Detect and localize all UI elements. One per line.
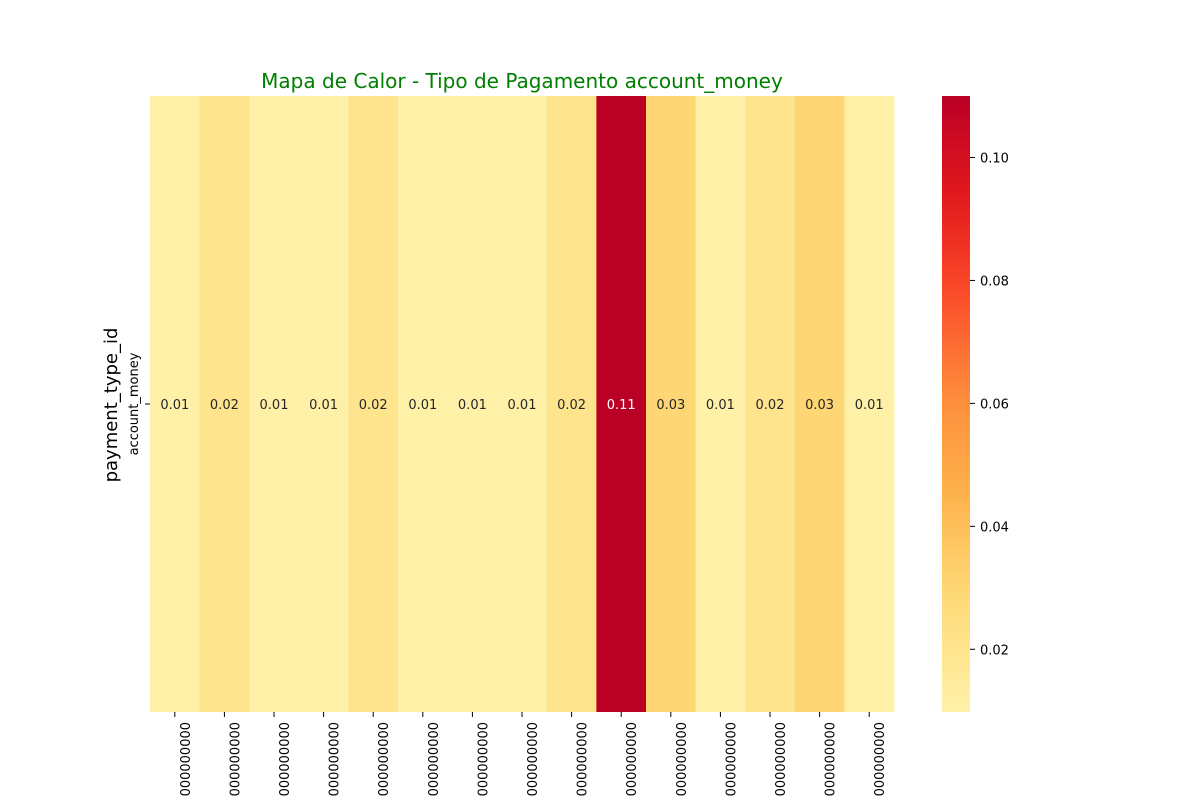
heatmap-cell — [844, 96, 895, 712]
x-tick-label: 000000000 — [523, 722, 538, 796]
cell-value-label: 0.02 — [557, 398, 586, 413]
colorbar-tick-label: 0.02 — [980, 643, 1009, 658]
y-axis-label: payment_type_id — [101, 328, 122, 483]
x-tick-label: 000000000 — [821, 722, 836, 796]
x-tick-label: 000000000 — [622, 722, 637, 796]
heatmap-cell — [794, 96, 845, 712]
heatmap-cell — [596, 96, 647, 712]
cell-value-label: 0.02 — [210, 398, 239, 413]
colorbar-tick-label: 0.06 — [980, 397, 1009, 412]
y-axis-ticks: account_money — [127, 352, 150, 455]
x-tick-label: 000000000 — [721, 722, 736, 796]
cell-value-label: 0.01 — [408, 398, 437, 413]
cell-value-label: 0.01 — [260, 398, 289, 413]
heatmap-cells — [150, 96, 895, 712]
heatmap-cell — [298, 96, 349, 712]
chart-title: Mapa de Calor - Tipo de Pagamento accoun… — [261, 69, 783, 93]
cell-value-label: 0.01 — [160, 398, 189, 413]
heatmap-cell — [199, 96, 250, 712]
heatmap-cell — [150, 96, 201, 712]
heatmap-cell — [695, 96, 746, 712]
x-tick-label: 000000000 — [771, 722, 786, 796]
heatmap-cell — [447, 96, 498, 712]
cell-value-label: 0.02 — [756, 398, 785, 413]
cell-value-label: 0.01 — [458, 398, 487, 413]
x-tick-label: 000000000 — [374, 722, 389, 796]
cell-value-label: 0.01 — [706, 398, 735, 413]
heatmap-cell — [745, 96, 796, 712]
x-axis-ticks: 000000000 000000000 000000000 000000000 0000… — [174, 712, 885, 796]
cell-value-label: 0.03 — [805, 398, 834, 413]
colorbar: 0.02 0.04 0.06 0.08 0.10 — [942, 96, 1009, 712]
heatmap-cell — [546, 96, 597, 712]
x-tick-label: 000000000 — [275, 722, 290, 796]
heatmap-cell — [646, 96, 697, 712]
heatmap-cell — [398, 96, 449, 712]
cell-value-label: 0.03 — [656, 398, 685, 413]
x-tick-label: 000000000 — [325, 722, 340, 796]
cell-value-label: 0.02 — [359, 398, 388, 413]
colorbar-tick-label: 0.10 — [980, 151, 1009, 166]
colorbar-gradient — [942, 96, 970, 712]
heatmap-cell — [497, 96, 548, 712]
x-tick-label: 000000000 — [672, 722, 687, 796]
x-tick-label: 000000000 — [473, 722, 488, 796]
cell-value-label: 0.01 — [309, 398, 338, 413]
x-tick-label: 000000000 — [573, 722, 588, 796]
colorbar-tick-label: 0.08 — [980, 274, 1009, 289]
x-tick-label: 000000000 — [225, 722, 240, 796]
cell-value-label: 0.01 — [855, 398, 884, 413]
cell-value-label: 0.11 — [607, 398, 636, 413]
x-tick-label: 000000000 — [176, 722, 191, 796]
colorbar-tick-label: 0.04 — [980, 520, 1009, 535]
heatmap-cell — [249, 96, 300, 712]
y-tick-label: account_money — [127, 352, 142, 455]
cell-value-label: 0.01 — [508, 398, 537, 413]
x-tick-label: 000000000 — [424, 722, 439, 796]
x-tick-label: 000000000 — [870, 722, 885, 796]
heatmap-cell — [348, 96, 399, 712]
heatmap-cell-labels: 0.01 0.02 0.01 0.01 0.02 0.01 0.01 0.01 0.02 0.11… — [160, 398, 883, 413]
